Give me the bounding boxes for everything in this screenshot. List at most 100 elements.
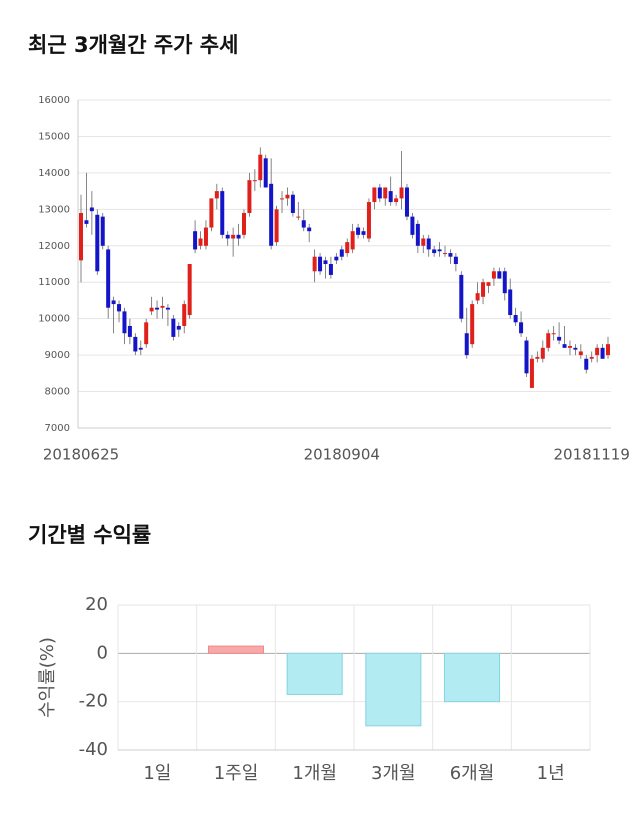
y-tick-label: 11000	[38, 277, 70, 288]
candle-body	[285, 194, 290, 199]
candle-body	[138, 347, 143, 350]
candle-body	[290, 194, 295, 213]
candle-body	[263, 158, 268, 188]
x-tick-label: 1년	[537, 763, 565, 784]
x-tick-label: 1주일	[214, 763, 259, 784]
candle-body	[117, 304, 122, 312]
candle-body	[470, 304, 475, 345]
candle-body	[551, 333, 556, 335]
candle-body	[394, 198, 399, 203]
candle-body	[529, 358, 534, 388]
y-tick-label: 14000	[38, 168, 70, 179]
candle-body	[350, 231, 355, 250]
candle-body	[475, 293, 480, 301]
candle-body	[535, 356, 540, 359]
candle-body	[111, 300, 116, 305]
x-tick-label: 3개월	[371, 763, 416, 784]
candle-body	[203, 227, 208, 246]
candle-body	[345, 242, 350, 254]
candle-body	[258, 154, 263, 181]
candle-body	[89, 207, 94, 212]
candle-body	[193, 231, 198, 250]
bar	[207, 645, 265, 654]
y-tick-label: 12000	[38, 241, 70, 252]
candle-body	[546, 333, 551, 348]
candle-body	[241, 212, 246, 235]
candle-body	[122, 311, 127, 334]
bar	[286, 652, 343, 695]
candle-body	[236, 234, 241, 239]
x-tick-label: 20180625	[43, 446, 119, 464]
candle-body	[231, 234, 236, 239]
x-tick-label: 20181119	[554, 446, 630, 464]
candle-body	[519, 322, 524, 334]
y-tick-label: 9000	[45, 350, 70, 361]
y-tick-label: 20	[85, 594, 108, 615]
candle-body	[323, 260, 328, 264]
candle-body	[127, 325, 132, 337]
chart-title: 기간별 수익률	[28, 523, 151, 547]
candle-body	[252, 180, 257, 182]
candle-body	[307, 227, 312, 232]
candle-body	[404, 187, 409, 217]
y-tick-label: 0	[97, 642, 108, 663]
candle-body	[247, 180, 252, 213]
candle-body	[312, 256, 317, 272]
candle-body	[388, 191, 393, 203]
candle-body	[557, 336, 562, 341]
candle-body	[573, 347, 578, 350]
candle-body	[339, 249, 344, 257]
bar	[365, 652, 422, 727]
candle-body	[502, 271, 507, 294]
candle-body	[606, 344, 610, 356]
y-axis-label: 수익률(%)	[37, 637, 58, 718]
candle-body	[182, 304, 187, 326]
y-tick-label: 7000	[45, 423, 70, 434]
candle-body	[415, 223, 420, 246]
candle-body	[356, 227, 361, 235]
x-tick-label: 6개월	[450, 763, 495, 784]
candle-body	[209, 198, 214, 228]
candle-body	[399, 187, 404, 199]
candle-body	[589, 356, 594, 359]
candle-body	[155, 307, 160, 310]
candle-body	[366, 202, 371, 239]
candle-body	[95, 214, 100, 272]
candle-body	[274, 209, 279, 243]
candle-body	[280, 198, 285, 200]
x-tick-label: 1일	[143, 763, 171, 784]
candle-body	[443, 253, 448, 255]
candle-body	[318, 256, 323, 272]
candle-body	[144, 322, 149, 345]
x-tick-label: 1개월	[292, 763, 337, 784]
candle-body	[269, 183, 274, 246]
y-tick-label: 10000	[38, 314, 70, 325]
candle-body	[296, 216, 301, 218]
candle-body	[383, 187, 388, 199]
candle-body	[198, 238, 203, 246]
candle-body	[106, 249, 111, 308]
candle-body	[540, 347, 545, 359]
candle-body	[79, 212, 83, 261]
candle-body	[372, 187, 377, 203]
candle-body	[600, 347, 605, 359]
candle-body	[513, 315, 518, 323]
candle-body	[567, 346, 572, 348]
candle-body	[149, 307, 154, 312]
candle-body	[334, 256, 339, 261]
candle-body	[421, 238, 426, 246]
candle-body	[497, 271, 502, 279]
y-tick-label: 13000	[38, 204, 70, 215]
candle-body	[486, 282, 491, 286]
y-tick-label: 16000	[38, 95, 70, 106]
candle-body	[160, 305, 165, 308]
candle-body	[171, 318, 176, 337]
candle-body	[426, 238, 431, 250]
candle-body	[432, 249, 437, 254]
candle-body	[100, 216, 105, 246]
candle-body	[524, 340, 529, 374]
candle-body	[448, 253, 453, 257]
candle-body	[214, 191, 219, 199]
